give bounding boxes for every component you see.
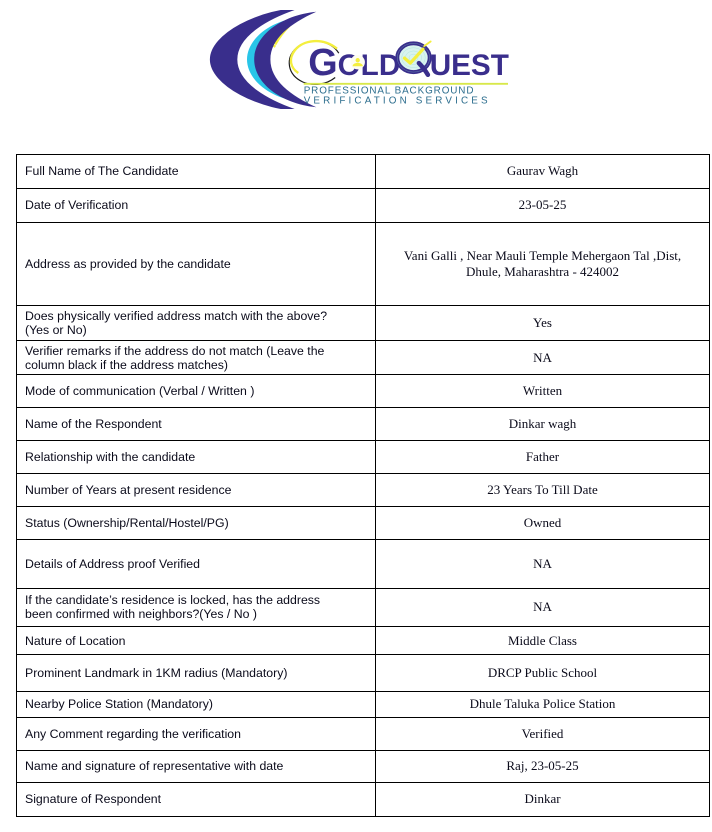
svg-text:UEST: UEST <box>430 49 509 82</box>
svg-text:VERIFICATION SERVICES: VERIFICATION SERVICES <box>304 96 491 107</box>
